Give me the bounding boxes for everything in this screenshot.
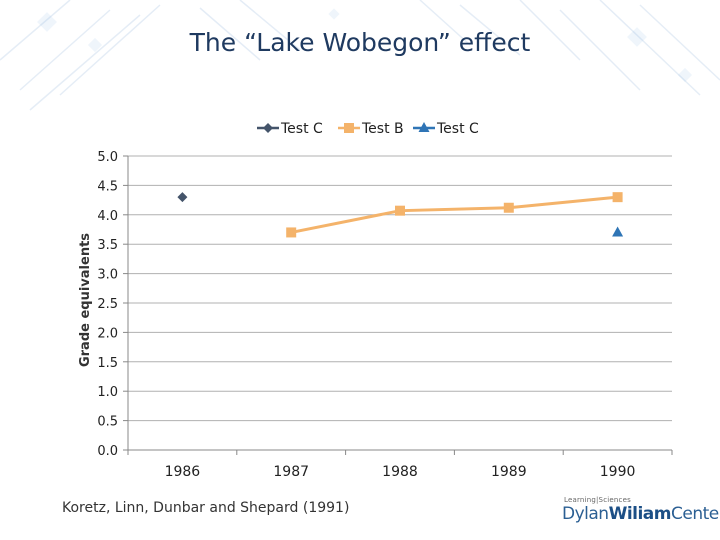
y-axis-ticks: 0.0 0.5 1.0 1.5 2.0 2.5 3.0 3.5 4.0 4.5 5.0 (97, 150, 128, 459)
y-tick-label-5: 2.5 (97, 297, 118, 312)
series-2-point-1987 (286, 227, 297, 238)
y-tick-label-8: 4.0 (97, 209, 118, 224)
dylan-wiliam-center-logo: Learning|Sciences DylanWiliamCenter (562, 496, 720, 528)
citation: Koretz, Linn, Dunbar and Shepard (1991) (62, 500, 350, 516)
y-tick-label-9: 4.5 (97, 179, 118, 194)
y-tick-label-7: 3.5 (97, 238, 118, 253)
legend-label-3: Test C (436, 121, 479, 137)
x-axis-ticks: 1986 1987 1988 1989 1990 (127, 450, 673, 480)
legend-swatch-marker-3 (418, 122, 430, 132)
logo-small-text: Learning|Sciences (564, 496, 631, 504)
y-tick-label-6: 3.0 (97, 268, 118, 283)
series-3-point-1990 (612, 226, 624, 237)
series-2-point-1989 (503, 202, 514, 213)
y-tick-label-4: 2.0 (97, 326, 118, 341)
slide-title: The “Lake Wobegon” effect (189, 28, 531, 57)
y-tick-label-0: 0.0 (97, 444, 118, 459)
legend-item-3: Test C (413, 121, 479, 137)
series-2-point-1988 (395, 205, 405, 216)
y-tick-label-2: 1.0 (97, 385, 118, 400)
legend-item-2: Test B (338, 121, 404, 137)
series-2-line (290, 195, 618, 234)
legend-item-1: Test C (257, 121, 323, 137)
logo-wordmark: DylanWiliamCenter (562, 504, 720, 524)
y-axis-label: Grade equivalents (78, 233, 93, 367)
x-tick-label-1988: 1988 (382, 464, 418, 480)
series-1 (177, 192, 188, 203)
chart-legend: Test C Test B Test C (257, 121, 479, 137)
legend-swatch-marker-1 (263, 123, 273, 133)
legend-label-1: Test C (280, 121, 323, 137)
y-tick-label-10: 5.0 (97, 150, 118, 165)
x-tick-label-1989: 1989 (491, 464, 527, 480)
y-tick-label-1: 0.5 (97, 415, 118, 430)
x-tick-label-1987: 1987 (273, 464, 309, 480)
series-3 (612, 226, 624, 237)
series-2 (286, 192, 623, 238)
series-1-point-1986 (177, 192, 188, 203)
chart-series (177, 192, 624, 238)
logo-part-1: Dylan (562, 504, 609, 524)
y-tick-label-3: 1.5 (97, 356, 118, 371)
logo-part-3: Center (671, 504, 720, 524)
logo-part-2: Wiliam (608, 504, 672, 524)
legend-swatch-marker-2 (344, 123, 354, 133)
series-2-point-1990 (612, 192, 623, 203)
legend-label-2: Test B (361, 121, 404, 137)
x-tick-label-1990: 1990 (600, 464, 636, 480)
x-tick-label-1986: 1986 (165, 464, 201, 480)
